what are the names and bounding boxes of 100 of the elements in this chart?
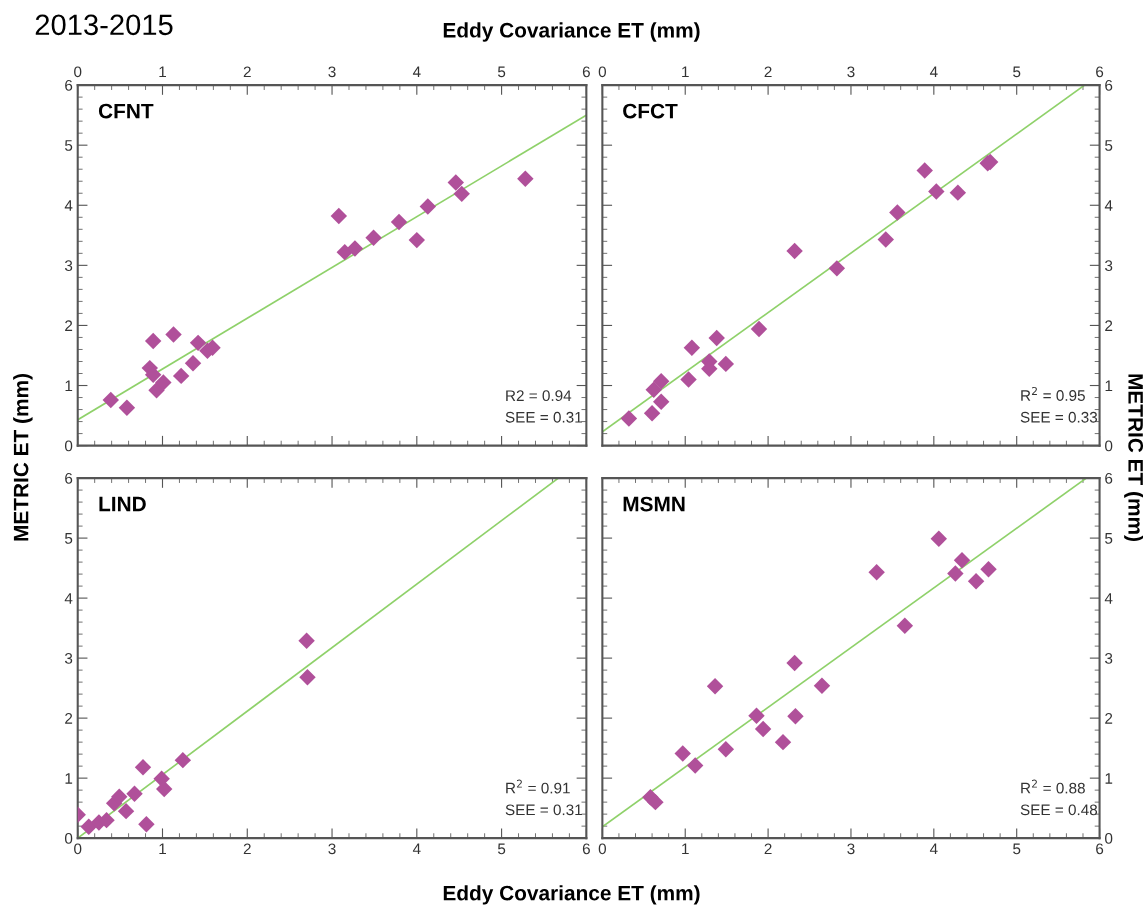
point	[868, 564, 885, 581]
y-tick-label: 3	[64, 260, 73, 272]
point	[298, 632, 315, 649]
x-tick-label: 1	[159, 66, 166, 78]
x-tick-label: 2	[243, 843, 251, 855]
x-tick-label: 1	[682, 843, 689, 855]
x-tick-label: 5	[1013, 843, 1021, 855]
point	[620, 410, 638, 427]
x-tick-label: 1	[159, 843, 166, 855]
point	[652, 373, 670, 390]
y-tick-label: 5	[64, 140, 73, 151]
point	[680, 371, 697, 388]
point	[117, 802, 135, 820]
y-tick-label: 3	[1105, 260, 1113, 272]
x-tick-label: 3	[328, 66, 336, 78]
x-tick-label: 1	[682, 66, 689, 78]
x-tick-label: 5	[1013, 66, 1021, 78]
text: CFNT	[98, 103, 154, 119]
point	[717, 741, 735, 758]
point	[336, 243, 353, 261]
point	[299, 669, 316, 686]
point	[949, 184, 967, 201]
x-tick-label: 4	[929, 843, 938, 855]
x-tick-label: 3	[328, 843, 336, 855]
point	[706, 678, 724, 695]
y-tick-label: 1	[1105, 380, 1113, 392]
y-axis-title: METRIC ET (mm)	[1124, 374, 1143, 541]
point	[786, 654, 803, 672]
y-tick-label: 2	[1105, 712, 1113, 724]
point	[138, 816, 155, 833]
y-tick-label: 5	[1105, 140, 1113, 151]
x-tick-label: 2	[243, 66, 251, 78]
x-tick-label: 2	[764, 66, 772, 78]
x-tick-label: 6	[582, 66, 590, 78]
point	[947, 565, 964, 582]
x-tick-label: 5	[497, 66, 506, 78]
point	[189, 334, 207, 352]
point	[953, 552, 971, 569]
point	[330, 207, 348, 225]
point	[754, 720, 772, 738]
x-tick-label: 6	[1096, 66, 1104, 78]
point	[517, 170, 534, 188]
x-axis-title: Eddy Covariance ET (mm)	[443, 22, 700, 42]
chart-subtitle: 2013-2015	[35, 14, 173, 36]
point	[750, 320, 768, 338]
point	[877, 231, 894, 248]
point	[889, 204, 906, 221]
point	[346, 240, 364, 257]
point	[155, 374, 172, 391]
annotation: SEE = 0.48	[1020, 804, 1098, 816]
point	[813, 677, 831, 694]
y-tick-label: 6	[65, 472, 73, 484]
point	[717, 355, 735, 373]
point	[118, 399, 136, 416]
annotation: SEE = 0.33	[1020, 411, 1098, 423]
point	[365, 229, 382, 246]
y-tick-label: 1	[1105, 773, 1113, 784]
point	[184, 355, 202, 372]
annotation: R$^{2}$ = 0.95	[1021, 386, 1085, 401]
annotation: R2 = 0.94	[506, 390, 572, 402]
y-tick-label: 6	[1105, 79, 1113, 91]
y-tick-label: 2	[65, 320, 73, 331]
y-tick-label: 6	[1105, 472, 1113, 484]
point	[172, 367, 190, 385]
point	[930, 530, 948, 547]
point	[774, 733, 792, 751]
y-tick-label: 4	[1104, 200, 1113, 211]
y-axis-title: METRIC ET (mm)	[13, 374, 33, 541]
x-tick-label: 6	[1096, 843, 1104, 855]
annotation: SEE = 0.31	[505, 804, 582, 816]
y-tick-label: 6	[65, 79, 73, 91]
point	[174, 751, 192, 769]
x-tick-label: 4	[929, 66, 938, 78]
point	[144, 332, 162, 350]
text: MSMN	[623, 496, 685, 512]
y-tick-label: 1	[65, 380, 73, 392]
x-tick-label: 6	[582, 843, 590, 855]
x-tick-label: 2	[764, 843, 772, 855]
point	[80, 818, 97, 835]
point	[683, 339, 701, 356]
point	[686, 757, 704, 774]
point	[453, 185, 470, 203]
text: LIND	[99, 496, 146, 512]
point	[447, 174, 465, 191]
point	[674, 745, 691, 762]
point	[748, 707, 765, 724]
point	[708, 329, 725, 347]
y-tick-label: 1	[65, 773, 73, 784]
point	[787, 708, 804, 725]
x-tick-label: 3	[847, 66, 855, 78]
point	[165, 326, 182, 343]
y-tick-label: 5	[64, 533, 73, 544]
point	[786, 242, 803, 260]
x-tick-label: 0	[74, 843, 82, 855]
y-tick-label: 4	[1104, 593, 1113, 604]
point	[916, 162, 933, 179]
point	[896, 617, 914, 634]
x-tick-label: 0	[74, 66, 82, 78]
y-tick-label: 0	[1105, 833, 1113, 844]
point	[134, 759, 152, 776]
